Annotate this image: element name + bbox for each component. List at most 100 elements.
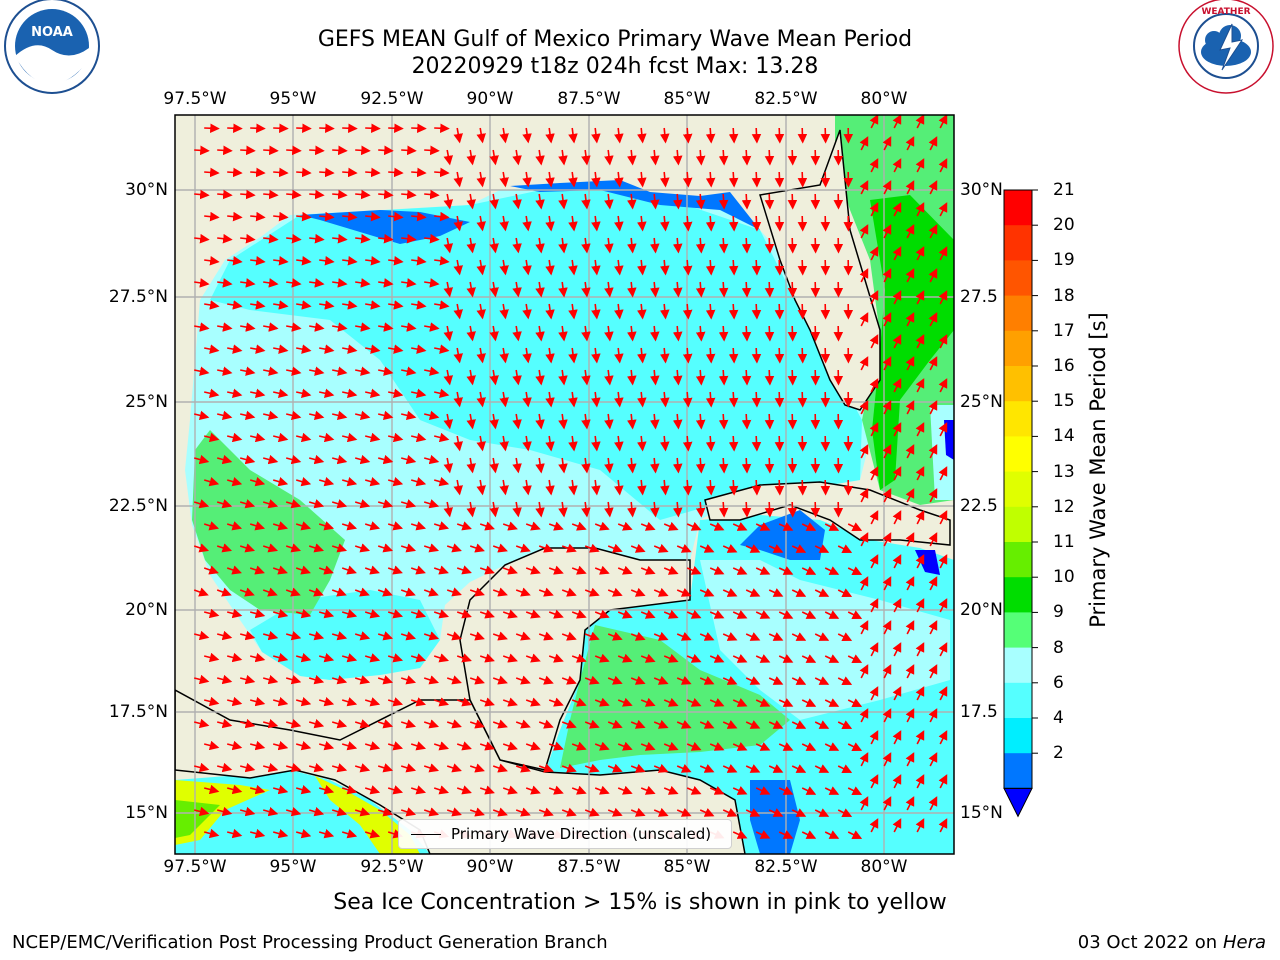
wave-arrow (741, 501, 752, 518)
wave-arrow (499, 479, 509, 496)
wave-arrow (637, 215, 647, 232)
wave-arrow (240, 189, 256, 200)
colorbar-segment (1004, 366, 1032, 402)
wave-arrow (659, 171, 670, 188)
wave-arrow (604, 237, 614, 254)
wave-arrow (630, 631, 646, 641)
wave-arrow (928, 180, 938, 195)
wave-arrow (378, 233, 394, 244)
wave-arrow (882, 136, 892, 151)
wave-arrow (869, 686, 879, 701)
wave-arrow (342, 300, 358, 310)
wave-arrow (938, 422, 948, 437)
wave-arrow (604, 281, 614, 298)
wave-arrow (751, 347, 762, 364)
wave-arrow (364, 741, 381, 751)
wave-arrow (240, 278, 256, 288)
wave-arrow (286, 366, 302, 376)
wave-arrow (411, 123, 427, 134)
wave-arrow (718, 457, 729, 474)
wave-arrow (659, 391, 670, 408)
wave-arrow (591, 259, 601, 276)
wave-arrow (535, 193, 545, 210)
wave-arrow (627, 457, 637, 474)
wave-arrow (728, 171, 739, 188)
wave-arrow (568, 347, 578, 364)
wave-arrow (512, 369, 522, 386)
wave-arrow (801, 742, 817, 751)
wave-arrow (400, 454, 417, 465)
wave-arrow (718, 149, 729, 166)
wave-arrow (581, 193, 591, 210)
wave-arrow (285, 587, 301, 597)
wave-arrow (892, 290, 902, 305)
wave-arrow (456, 609, 472, 619)
wave-arrow (227, 167, 243, 178)
wave-arrow (676, 587, 692, 597)
colorbar-frame (1003, 189, 1033, 789)
wave-arrow (239, 630, 256, 641)
wave-arrow (318, 697, 335, 707)
wave-arrow (607, 807, 623, 817)
wave-arrow (640, 697, 656, 707)
wave-arrow (869, 774, 879, 789)
wave-arrow (627, 237, 637, 254)
wave-arrow (751, 479, 762, 496)
wave-arrow (653, 719, 669, 729)
wave-arrow (837, 632, 853, 641)
wave-arrow (226, 784, 243, 795)
wave-arrow (774, 127, 785, 144)
wave-arrow (239, 762, 256, 773)
wave-arrow (859, 444, 869, 459)
wave-arrow (548, 521, 564, 531)
wave-arrow (591, 171, 601, 188)
wave-arrow (476, 215, 486, 232)
wave-arrow (709, 609, 725, 619)
wave-arrow (584, 675, 600, 685)
wave-arrow (607, 543, 623, 553)
wave-arrow (489, 369, 499, 386)
wave-arrow (295, 521, 312, 531)
wave-arrow (709, 785, 725, 795)
wave-arrow (502, 565, 518, 575)
wave-arrow (204, 123, 220, 134)
wave-arrow (226, 565, 242, 575)
wave-arrow (273, 211, 289, 222)
wave-arrow (682, 479, 693, 496)
wave-arrow (354, 719, 371, 729)
wave-arrow (847, 566, 863, 575)
wave-arrow (558, 193, 568, 210)
wave-arrow (686, 741, 702, 751)
wave-arrow (938, 774, 948, 789)
wave-arrow (797, 479, 808, 496)
wave-arrow (434, 388, 450, 398)
wave-arrow (591, 391, 601, 408)
wave-arrow (882, 268, 892, 283)
wave-arrow (227, 211, 243, 222)
wave-arrow (332, 322, 348, 332)
wave-arrow (905, 180, 915, 195)
wave-arrow (755, 566, 771, 575)
wave-arrow (791, 676, 807, 685)
wave-arrow (709, 565, 725, 575)
wave-arrow (535, 457, 545, 474)
colorbar-tick-label: 15 (1053, 391, 1075, 412)
wave-arrow (423, 587, 439, 597)
wave-arrow (433, 609, 450, 619)
lat-tick-left: 25°N (125, 392, 168, 412)
wave-arrow (401, 322, 417, 332)
wave-arrow (755, 698, 771, 707)
wave-arrow (699, 719, 715, 729)
wave-arrow (814, 720, 830, 729)
wave-arrow (226, 652, 243, 663)
wave-arrow (286, 233, 302, 244)
wave-arrow (801, 786, 817, 795)
wave-arrow (522, 479, 532, 496)
wave-arrow (568, 391, 578, 408)
wave-arrow (525, 609, 541, 619)
wave-arrow (502, 697, 518, 707)
wave-arrow (617, 653, 633, 663)
wave-arrow (250, 123, 266, 134)
wave-arrow (226, 740, 243, 751)
wave-arrow (892, 642, 902, 657)
